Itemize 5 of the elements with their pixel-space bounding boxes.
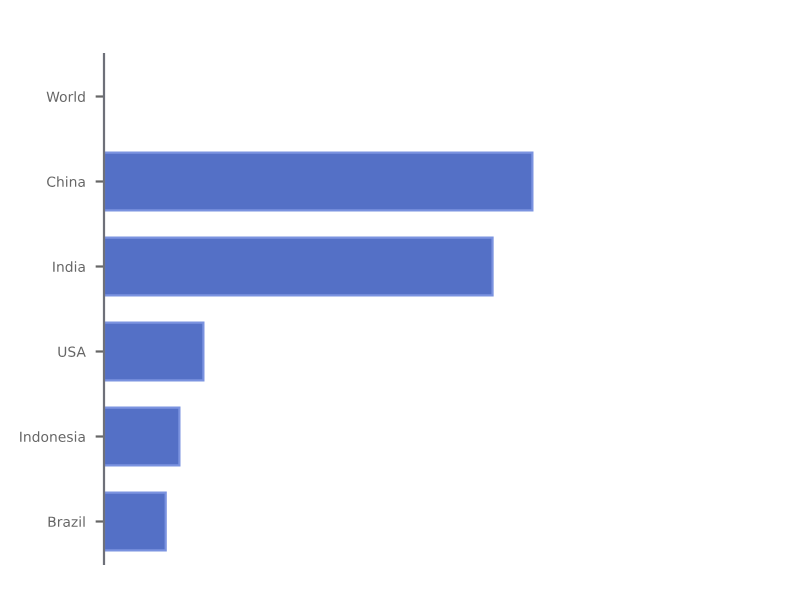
bar [104, 236, 494, 297]
bar [104, 151, 534, 212]
bar [104, 321, 205, 382]
bar [104, 491, 167, 552]
bar [104, 406, 181, 467]
